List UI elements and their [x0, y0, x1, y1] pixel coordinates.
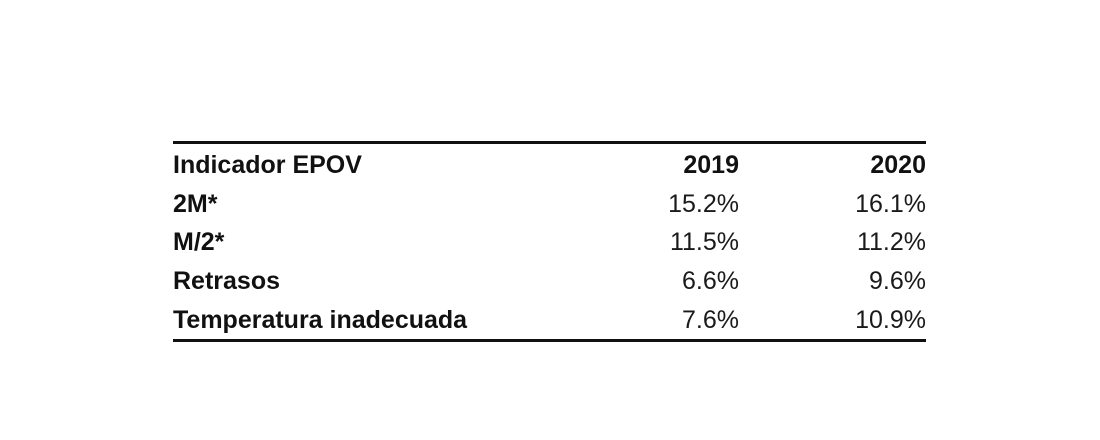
row-label: 2M* — [173, 189, 218, 218]
row-value-2019: 6.6% — [682, 267, 739, 296]
header-indicator: Indicador EPOV — [173, 151, 362, 180]
header-row: Indicador EPOV 2019 2020 — [173, 143, 926, 185]
table-body: 2M* 15.2% 16.1% M/2* 11.5% 11.2% Retraso… — [173, 185, 926, 341]
row-label: M/2* — [173, 228, 225, 257]
row-value-2019: 7.6% — [682, 305, 739, 334]
table-row: Temperatura inadecuada 7.6% 10.9% — [173, 300, 926, 340]
table-row: M/2* 11.5% 11.2% — [173, 223, 926, 262]
row-label: Temperatura inadecuada — [173, 305, 468, 334]
epov-table-container: Indicador EPOV 2019 2020 2M* 15.2% 16.1%… — [173, 141, 926, 342]
header-year-2019: 2019 — [683, 151, 739, 180]
row-value-2020: 10.9% — [855, 305, 926, 334]
table-row: 2M* 15.2% 16.1% — [173, 185, 926, 224]
row-value-2020: 11.2% — [856, 228, 926, 257]
header-year-2020: 2020 — [870, 151, 926, 180]
row-value-2020: 9.6% — [869, 267, 926, 296]
epov-indicator-table: Indicador EPOV 2019 2020 2M* 15.2% 16.1%… — [173, 141, 926, 342]
row-value-2019: 11.5% — [669, 228, 739, 257]
row-label: Retrasos — [173, 267, 280, 296]
table-row: Retrasos 6.6% 9.6% — [173, 262, 926, 301]
table-header: Indicador EPOV 2019 2020 — [173, 143, 926, 185]
row-value-2020: 16.1% — [855, 189, 926, 218]
row-value-2019: 15.2% — [668, 189, 739, 218]
